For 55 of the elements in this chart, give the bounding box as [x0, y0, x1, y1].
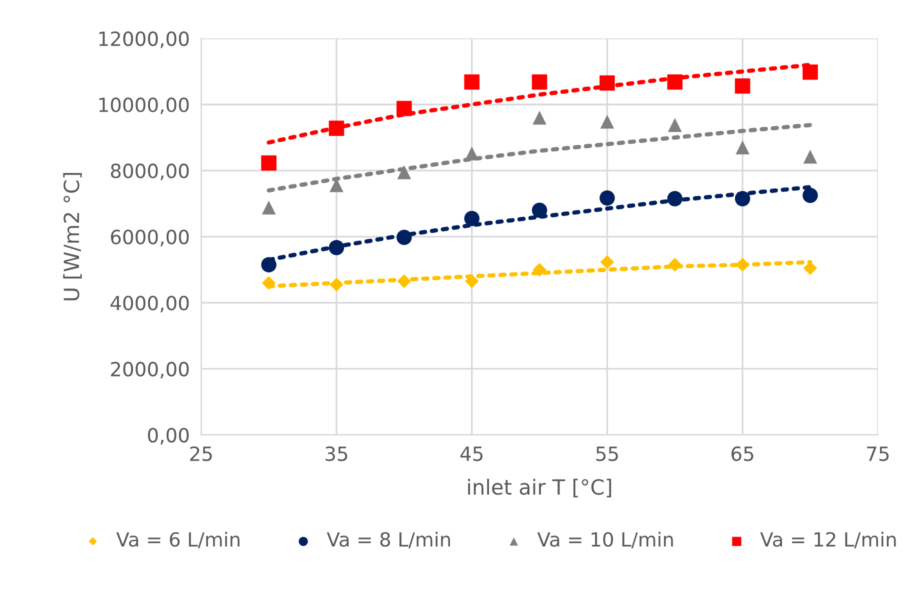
point: [600, 114, 614, 129]
x-tick-label: 75: [867, 446, 889, 462]
point: [802, 188, 818, 204]
point: [464, 74, 480, 90]
legend-label: Va = 12 L/min: [760, 532, 896, 548]
y-tick-label: 2000,00: [111, 362, 189, 378]
point: [464, 274, 479, 288]
point: [397, 274, 412, 288]
point: [396, 100, 412, 116]
point: [261, 257, 276, 272]
point: [328, 120, 344, 136]
point: [261, 155, 276, 171]
point: [396, 230, 412, 245]
point: [803, 150, 818, 164]
x-tick-label: 25: [190, 446, 212, 462]
point: [532, 202, 548, 218]
point: [328, 240, 344, 256]
y-axis-title: U [W/m2 °C]: [63, 173, 82, 300]
point: [262, 276, 276, 290]
x-tick-label: 55: [596, 446, 618, 462]
point: [668, 118, 682, 132]
point: [600, 75, 615, 91]
point: [464, 210, 480, 226]
point: [668, 258, 682, 272]
point: [600, 190, 615, 206]
point: [736, 140, 750, 154]
point: [734, 191, 750, 206]
x-axis-title: inlet air T [°C]: [468, 478, 612, 498]
point: [802, 64, 818, 80]
line-series: [266, 122, 812, 193]
legend-label: Va = 6 L/min: [116, 532, 240, 548]
point: [330, 278, 344, 292]
y-tick-label: 12000,00: [99, 31, 189, 48]
point: [397, 165, 412, 180]
point: [600, 255, 614, 269]
legend-label: Va = 8 L/min: [326, 532, 450, 548]
x-tick-label: 35: [326, 446, 348, 462]
x-tick-label: 65: [732, 446, 754, 462]
point: [667, 191, 683, 206]
point: [736, 258, 750, 272]
y-tick-label: 6000,00: [110, 230, 189, 246]
point: [464, 146, 479, 160]
y-tick-label: 10000,00: [99, 97, 189, 114]
y-tick-label: 8000,00: [110, 164, 189, 180]
point: [262, 200, 276, 215]
y-tick-label: 4000,00: [110, 296, 189, 312]
x-tick-label: 45: [460, 446, 483, 462]
point: [667, 74, 683, 90]
point: [803, 261, 818, 275]
point: [532, 74, 548, 90]
y-tick-label: 0,00: [148, 428, 189, 445]
point: [734, 78, 750, 94]
legend-label: Va = 10 L/min: [537, 532, 673, 548]
point: [532, 110, 546, 125]
point: [532, 262, 546, 277]
